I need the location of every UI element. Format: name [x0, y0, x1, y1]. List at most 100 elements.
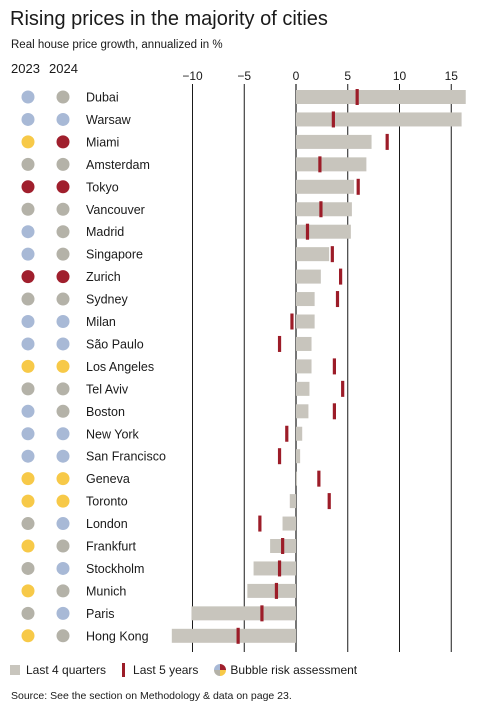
bubble-risk-2023	[21, 449, 35, 463]
bar-last-4-quarters	[296, 224, 351, 239]
bubble-risk-2023	[21, 494, 35, 508]
bubble-risk-2023	[21, 202, 35, 216]
bar-last-4-quarters	[296, 134, 372, 149]
bubble-risk-2024	[56, 494, 70, 508]
marker-last-5-years	[305, 223, 310, 240]
bar-last-4-quarters	[296, 157, 367, 172]
chart-subtitle: Real house price growth, annualized in %	[11, 39, 223, 51]
bubble-risk-2023	[21, 337, 35, 351]
bar-last-4-quarters	[296, 269, 321, 284]
marker-last-5-years	[258, 515, 262, 532]
marker-last-5-years	[277, 448, 282, 465]
marker-last-5-years	[277, 335, 282, 352]
bubble-risk-2023	[21, 539, 35, 553]
bar-last-4-quarters	[296, 112, 462, 127]
legend-swatch-marker	[122, 663, 126, 677]
marker-last-5-years	[332, 403, 336, 420]
city-label: Singapore	[86, 248, 143, 262]
chart-plot: −10 −5 0 5 10 15 Dubai Warsaw Miami Amsterdam Toky…	[21, 69, 466, 652]
bubble-risk-2024	[56, 584, 70, 598]
bubble-risk-2024	[56, 202, 70, 216]
bar-last-4-quarters	[296, 336, 312, 351]
x-tick-label: 15	[445, 69, 459, 83]
bar-last-4-quarters	[296, 449, 301, 464]
bubble-risk-2024	[56, 404, 70, 418]
city-label: Toronto	[86, 495, 128, 509]
city-label: Dubai	[86, 91, 119, 105]
marker-last-5-years	[260, 605, 264, 622]
bubble-risk-2024	[56, 315, 70, 328]
bubble-risk-2024	[56, 449, 70, 463]
bubble-risk-2023	[21, 247, 35, 261]
bar-last-4-quarters	[296, 381, 310, 396]
bar-last-4-quarters	[296, 404, 309, 419]
bubble-risk-2023	[21, 180, 35, 194]
bubble-risk-icon	[214, 664, 227, 676]
city-label: Sydney	[86, 293, 128, 307]
bubble-risk-2023	[21, 270, 35, 284]
bubble-risk-2024	[56, 337, 70, 351]
source-note: Source: See the section on Methodology &…	[11, 690, 292, 702]
bubble-risk-2023	[21, 157, 35, 171]
bar-last-4-quarters	[296, 247, 330, 262]
city-label: Hong Kong	[86, 629, 149, 643]
legend-label-last5y: Last 5 years	[133, 663, 199, 677]
marker-last-5-years	[341, 380, 345, 397]
bubble-risk-2024	[56, 539, 70, 553]
bubble-risk-2024	[56, 247, 70, 261]
legend-item-last4q: Last 4 quarters	[10, 663, 106, 677]
bubble-risk-2023	[21, 584, 35, 598]
city-label: Amsterdam	[86, 158, 150, 172]
marker-last-5-years	[319, 201, 323, 218]
bubble-risk-2024	[56, 270, 70, 284]
city-label: Milan	[86, 315, 116, 329]
year-2024-header: 2024	[49, 61, 78, 76]
bar-last-4-quarters	[296, 426, 303, 441]
bubble-risk-2024	[56, 292, 70, 306]
bar-last-4-quarters	[296, 359, 312, 374]
bubble-risk-2024	[56, 90, 70, 104]
bar-last-4-quarters	[296, 314, 315, 329]
x-tick-label: −10	[182, 69, 203, 83]
year-2023-header: 2023	[11, 61, 40, 76]
marker-last-5-years	[335, 291, 340, 308]
marker-last-5-years	[236, 627, 240, 644]
bubble-risk-2024	[56, 472, 70, 486]
bubble-risk-2023	[21, 225, 35, 239]
x-tick-label: 0	[293, 69, 300, 83]
bubble-risk-2023	[21, 359, 35, 373]
city-label: Tokyo	[86, 180, 119, 194]
bubble-risk-2024	[56, 629, 70, 643]
city-label: Munich	[86, 584, 126, 598]
bubble-risk-2023	[21, 382, 35, 396]
marker-last-5-years	[285, 425, 289, 442]
marker-last-5-years	[331, 111, 335, 128]
bubble-risk-2023	[21, 315, 35, 328]
legend-label-bubble: Bubble risk assessment	[230, 663, 358, 677]
marker-last-5-years	[339, 268, 343, 285]
city-label: Warsaw	[86, 113, 132, 127]
city-label: São Paulo	[86, 337, 144, 351]
bubble-risk-2024	[56, 225, 70, 239]
bubble-risk-2024	[56, 135, 70, 149]
bar-last-4-quarters	[171, 628, 296, 643]
bubble-risk-2023	[21, 517, 35, 531]
city-label: Madrid	[86, 225, 124, 239]
city-label: Miami	[86, 135, 119, 149]
marker-last-5-years	[355, 89, 359, 105]
bar-last-4-quarters	[247, 583, 296, 598]
marker-last-5-years	[332, 358, 336, 375]
bubble-risk-2023	[21, 404, 35, 418]
bubble-risk-2023	[21, 472, 35, 486]
legend-item-last5y: Last 5 years	[122, 663, 198, 677]
bar-last-4-quarters	[253, 561, 296, 576]
bubble-risk-2024	[56, 561, 70, 575]
marker-last-5-years	[318, 156, 322, 173]
bubble-risk-2023	[21, 292, 35, 306]
city-label: Stockholm	[86, 562, 144, 576]
marker-last-5-years	[327, 493, 331, 510]
bubble-risk-2023	[21, 561, 35, 575]
bubble-risk-2023	[21, 606, 35, 620]
marker-last-5-years	[277, 560, 282, 577]
x-tick-label: 10	[393, 69, 407, 83]
